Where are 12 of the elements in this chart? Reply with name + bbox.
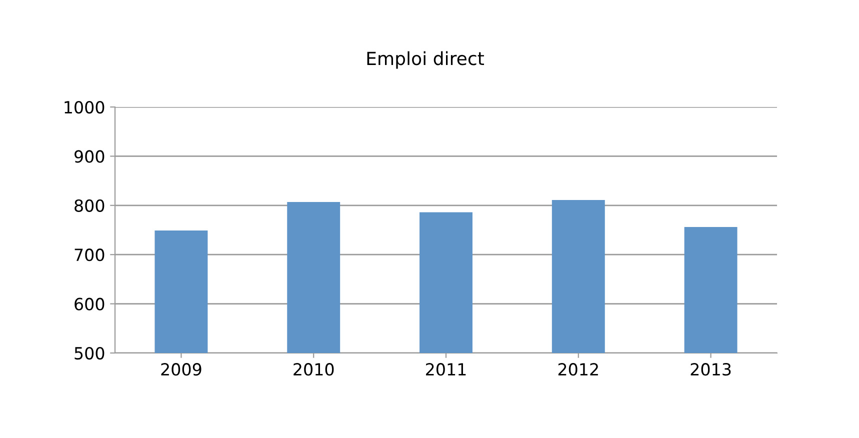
x-tick-label: 2013	[690, 363, 731, 376]
x-tick-label: 2012	[558, 363, 598, 376]
chart-title: Emploi direct	[367, 51, 484, 69]
y-tick-label: 1000	[64, 100, 104, 114]
y-tick-label: 600	[74, 298, 104, 310]
y-tick-label: 900	[74, 150, 104, 163]
y-tick-label: 700	[74, 248, 104, 262]
x-tick-label: 2009	[161, 363, 202, 376]
x-tick-label: 2010	[294, 363, 334, 376]
y-tick-label: 800	[74, 199, 104, 212]
y-tick-label: 500	[74, 346, 104, 360]
x-tick-label: 2011	[426, 363, 466, 376]
